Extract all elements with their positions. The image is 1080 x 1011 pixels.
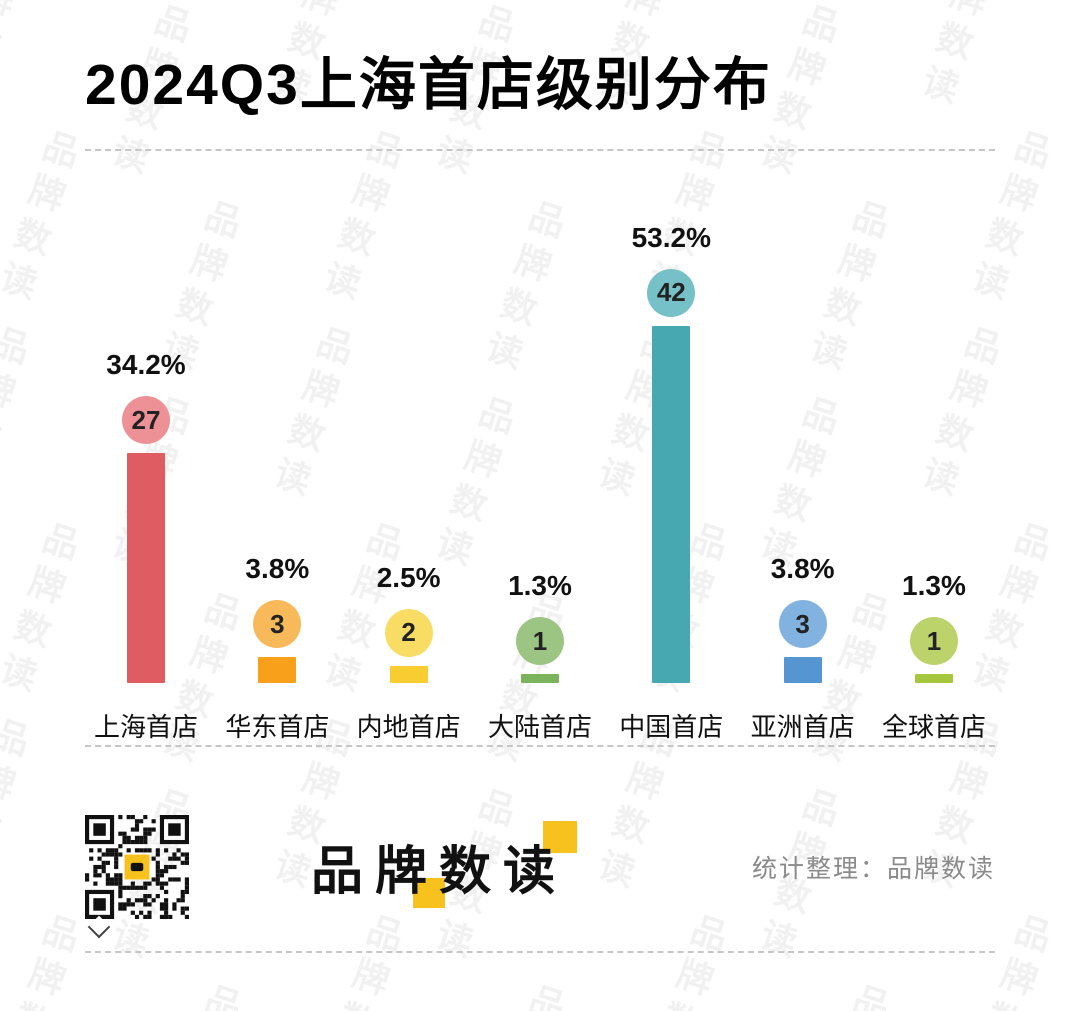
value-bubble: 42 — [647, 268, 696, 317]
logo-accent-square — [543, 821, 577, 854]
value-bubble: 27 — [122, 396, 170, 445]
attribution-text: 统计整理：品牌数读 — [751, 854, 995, 883]
value-bubble: 2 — [384, 608, 433, 657]
bar — [258, 657, 297, 683]
watermark-text: 品牌数读 — [469, 976, 575, 1011]
category-label: 全球首店 — [881, 711, 986, 742]
category-label: 华东首店 — [225, 711, 330, 742]
bar — [389, 665, 428, 683]
percent-label: 3.8% — [245, 553, 310, 585]
value-bubble: 3 — [778, 600, 827, 649]
bar — [783, 657, 822, 683]
divider-middle — [85, 744, 995, 747]
bar — [520, 674, 559, 683]
category-label: 上海首店 — [93, 711, 198, 742]
logo-accent-square — [413, 878, 445, 909]
bar — [127, 453, 165, 683]
category-label: 中国首店 — [619, 711, 724, 742]
category-label: 亚洲首店 — [750, 711, 855, 742]
percent-label: 53.2% — [631, 221, 712, 253]
bar-group: 1.3% 1 全球首店 — [873, 570, 995, 742]
bar-group: 3.8% 3 亚洲首店 — [742, 553, 864, 742]
bar-group: 2.5% 2 内地首店 — [348, 561, 470, 742]
brand-logo: 品牌数读 — [311, 821, 577, 909]
page-title: 2024Q3上海首店级别分布 — [85, 53, 772, 117]
watermark-text: 品牌数读 — [145, 976, 251, 1011]
bar — [914, 674, 953, 683]
qr-code-image — [85, 814, 189, 919]
bar — [652, 325, 691, 683]
bar-group: 34.2% 27 上海首店 — [85, 349, 207, 742]
footer: 品牌数读 统计整理：品牌数读 — [85, 791, 995, 943]
percent-label: 34.2% — [106, 349, 186, 381]
brand-logo-text: 品牌数读 — [311, 843, 568, 902]
bar-group: 53.2% 42 中国首店 — [610, 221, 732, 742]
value-bubble: 3 — [253, 600, 302, 649]
divider-bottom — [85, 950, 995, 953]
category-label: 内地首店 — [356, 711, 461, 742]
watermark-text: 品牌数读 — [793, 976, 899, 1011]
percent-label: 2.5% — [376, 561, 441, 593]
content: 2024Q3上海首店级别分布 34.2% 27 上海首店 3.8% 3 华东首店 2.5% 2… — [0, 54, 1080, 953]
value-bubble: 1 — [515, 617, 564, 666]
qr-code — [85, 814, 189, 939]
percent-label: 3.8% — [770, 553, 835, 585]
qr-bubble-tail — [87, 915, 111, 939]
percent-label: 1.3% — [902, 570, 966, 602]
percent-label: 1.3% — [508, 570, 572, 602]
bar-group: 1.3% 1 大陆首店 — [479, 570, 601, 742]
category-label: 大陆首店 — [487, 711, 592, 742]
bar-group: 3.8% 3 华东首店 — [216, 553, 338, 742]
value-bubble: 1 — [909, 617, 958, 666]
bar-chart: 34.2% 27 上海首店 3.8% 3 华东首店 2.5% 2 内地首店 1.3% 1 大陆首店 53… — [85, 159, 995, 742]
divider-top — [85, 148, 995, 151]
